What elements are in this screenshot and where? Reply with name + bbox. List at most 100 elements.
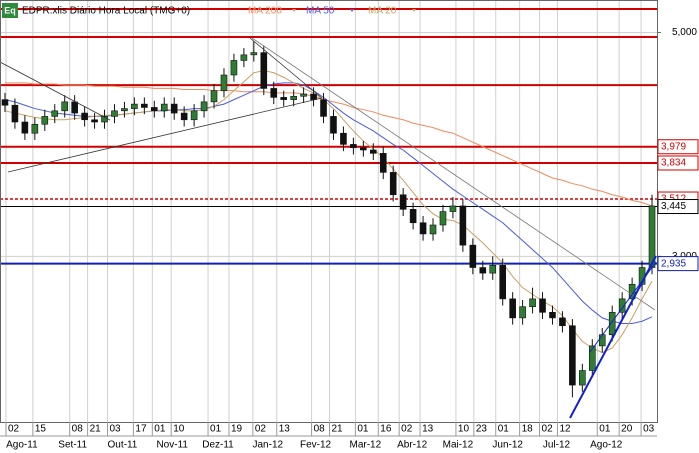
x-tick-label: 02 [255, 424, 267, 435]
x-tick-label: 16 [380, 424, 392, 435]
level-label: 2,935 [661, 258, 686, 269]
candle-body [429, 224, 437, 235]
candle-body [509, 298, 516, 319]
month-label: Jul-12 [543, 440, 571, 451]
candle-body [598, 334, 606, 347]
candle-body [588, 345, 596, 371]
candle-body [91, 119, 98, 123]
x-tick-label: 10 [458, 424, 470, 435]
candle-body [160, 103, 168, 112]
candle-body [170, 103, 178, 114]
badge-text: Eq [4, 5, 16, 15]
level-label-box [657, 199, 699, 215]
axes: 02 15 08 21 03 17 01 10 01 19 02 13 08 21 01 16 02 13 10 23… [5, 27, 699, 451]
trend-line [249, 37, 323, 99]
x-tick-label: 02 [401, 424, 413, 435]
level-label-box [657, 155, 699, 171]
month-label: Mar-12 [349, 440, 381, 451]
x-tick-label: 12 [559, 424, 571, 435]
candle-body [579, 370, 586, 386]
grid [0, 0, 657, 422]
candle-body [190, 110, 198, 121]
candle-body [409, 209, 417, 224]
month-label: Nov-11 [156, 440, 188, 451]
x-tick-label: 19 [231, 424, 243, 435]
badge [2, 3, 18, 18]
candle-body [180, 112, 188, 121]
candle-body [240, 54, 248, 61]
candle-body [569, 325, 576, 386]
candle-body [121, 108, 128, 112]
x-tick-label: 20 [621, 424, 633, 435]
trend-line [589, 261, 657, 353]
x-tick-label: 01 [357, 424, 369, 435]
candle-body [250, 52, 258, 56]
candle-body [1, 99, 9, 106]
month-label: Fev-12 [300, 440, 332, 451]
candle-body [210, 90, 218, 103]
y-tick-label: 5,000 [672, 27, 697, 38]
candle-body [150, 107, 158, 112]
candle-body [340, 132, 347, 145]
x-tick-label: 08 [314, 424, 326, 435]
candle-body [618, 298, 626, 313]
candle-body [230, 60, 238, 76]
trend-line [7, 97, 323, 173]
candle-body [439, 211, 447, 226]
candle-body [61, 101, 69, 112]
candle-body [330, 116, 337, 134]
candle-body [11, 104, 19, 123]
candle-body [539, 298, 546, 313]
candle-body [549, 312, 556, 319]
x-tick-label: 13 [279, 424, 291, 435]
legend-entry: MA 200 [248, 6, 282, 17]
candle-body [280, 97, 288, 100]
candle-body [300, 93, 307, 97]
level-label: 3,445 [661, 201, 686, 212]
plot [0, 7, 657, 398]
level-label: 3,979 [661, 141, 686, 152]
candle-body [449, 205, 457, 212]
x-tick-label: 23 [476, 424, 488, 435]
x-tick-label: 02 [542, 424, 554, 435]
month-label: Dez-11 [202, 440, 234, 451]
candle-body [459, 205, 467, 246]
month-label: Mai-12 [443, 440, 474, 451]
x-tick-label: 03 [643, 424, 655, 435]
trend-line [0, 61, 111, 121]
x-tick-label: 21 [331, 424, 343, 435]
candle-body [519, 306, 526, 319]
level-label-box [657, 139, 699, 155]
x-tick-label: 15 [35, 424, 47, 435]
x-tick-label: 10 [173, 424, 185, 435]
candle-body [320, 99, 327, 117]
x-tick-label: 17 [135, 424, 147, 435]
candle-body [290, 95, 297, 100]
month-label: Ago-12 [590, 440, 623, 451]
candle-body [350, 144, 357, 149]
legend-entry: MA 50 [306, 6, 335, 17]
trend-line [569, 255, 657, 419]
candle-body [419, 222, 427, 235]
candle-body [220, 74, 228, 91]
level-label-box [657, 256, 699, 272]
month-label: Ago-11 [6, 440, 38, 451]
candle-body [21, 121, 29, 134]
candle-body [270, 88, 278, 98]
candle-body [469, 244, 477, 268]
candle-body [399, 194, 407, 210]
x-tick-label: 03 [110, 424, 122, 435]
candle-body [559, 317, 566, 327]
month-label: Set-11 [58, 440, 87, 451]
candle-body [141, 103, 148, 108]
candle-body [310, 93, 317, 100]
legend-arrow [292, 9, 296, 12]
candle-body [111, 110, 118, 117]
x-tick-label: 02 [8, 424, 20, 435]
legend-arrow [350, 9, 354, 12]
x-tick-label: 01 [154, 424, 166, 435]
legend: Eq EDPR.xlis Diário Hora Local (TMG+0) [2, 3, 190, 18]
candle-body [608, 312, 616, 335]
